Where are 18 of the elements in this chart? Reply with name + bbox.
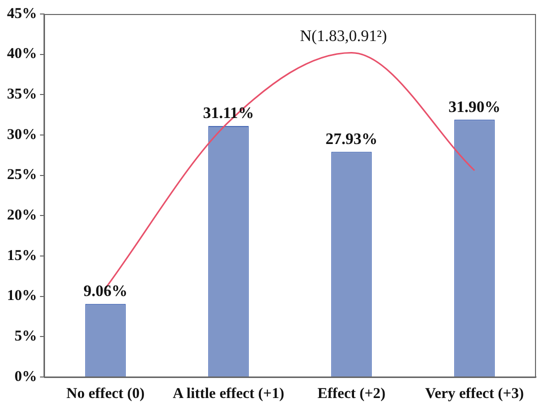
data-label: 9.06%: [84, 283, 128, 300]
y-tick-label: 45%: [7, 6, 37, 22]
x-tick-label: No effect (0): [66, 386, 145, 402]
x-tick-label: A little effect (+1): [172, 386, 284, 402]
y-tick-label: 25%: [7, 167, 37, 184]
y-tick-label: 5%: [14, 328, 37, 345]
y-tick-label: 10%: [7, 288, 37, 304]
data-label: 31.90%: [448, 98, 500, 116]
y-tick-label: 15%: [7, 248, 37, 264]
y-tick-label: 35%: [7, 86, 37, 103]
y-tick-label: 0%: [14, 368, 37, 385]
y-tick-label: 20%: [7, 208, 37, 224]
data-label: 27.93%: [326, 130, 378, 148]
y-tick-label: 40%: [7, 46, 37, 62]
annotation: N(1.83,0.91²): [300, 28, 388, 45]
y-tick-label: 30%: [7, 126, 37, 143]
x-tick-label: Effect (+2): [317, 386, 386, 402]
x-tick-label: Very effect (+3): [425, 386, 524, 402]
